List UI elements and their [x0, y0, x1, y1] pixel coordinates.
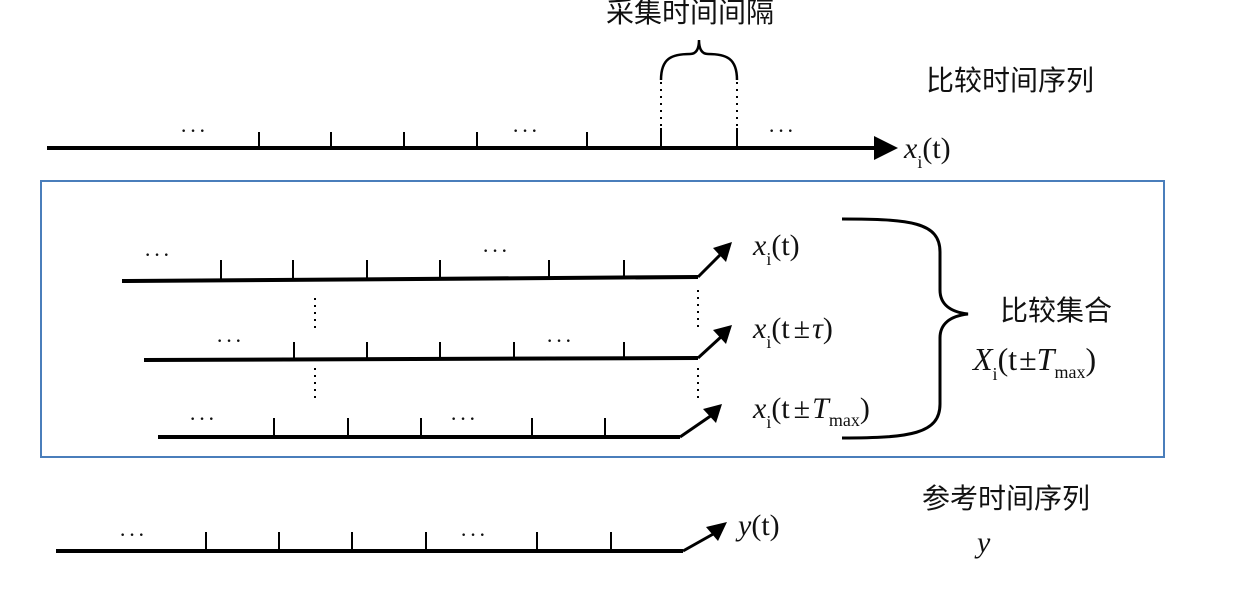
- comparison-set-brace: [841, 217, 969, 440]
- row1-ellipsis: ···: [482, 238, 510, 263]
- row3-ellipsis: ···: [189, 406, 217, 431]
- top-time-axis: ··· ··· ···: [47, 118, 898, 160]
- row1-arrow-shaft: [696, 251, 724, 279]
- row1-label: xi(t): [752, 229, 800, 269]
- row2-label: xi(t ±τ): [752, 312, 833, 352]
- row3-ellipsis: ···: [450, 406, 478, 431]
- row1-axis-line: [121, 275, 699, 283]
- reference-series-label: 参考时间序列: [922, 482, 1090, 515]
- row3-label: xi(t ±Tmax): [752, 392, 870, 432]
- bottom-ellipsis: ···: [460, 522, 488, 547]
- acquisition-interval-brace: [659, 39, 739, 81]
- compare-set-label: 比较集合: [1000, 294, 1112, 327]
- row1-arrowhead: [713, 242, 732, 262]
- shifted-series-row-3: ··· ···: [158, 404, 722, 439]
- comparison-set-box: [40, 180, 1165, 458]
- row2-axis-line: [143, 356, 699, 362]
- bottom-ellipsis: ···: [119, 522, 147, 547]
- shifted-series-row-2: ··· ···: [143, 325, 732, 362]
- row3-arrow-shaft: [679, 413, 713, 439]
- top-axis-arrowhead: [874, 136, 898, 160]
- bottom-axis-label: y(t): [735, 509, 780, 542]
- top-axis-label: xi(t): [903, 132, 951, 172]
- row2-arrow-shaft: [696, 334, 724, 360]
- row1-ellipsis: ···: [144, 242, 172, 267]
- compare-series-label: 比较时间序列: [926, 64, 1094, 97]
- reference-time-axis: ··· ···: [56, 522, 727, 553]
- row2-arrowhead: [713, 325, 732, 344]
- bottom-arrow-shaft: [682, 531, 716, 553]
- top-ellipsis: ···: [180, 118, 208, 143]
- shifted-series-row-1: ··· ···: [121, 238, 732, 283]
- acquisition-interval-label: 采集时间间隔: [606, 0, 774, 29]
- compare-set-symbol: Xi(t±Tmax): [971, 341, 1096, 384]
- row2-ellipsis: ···: [546, 328, 574, 353]
- row3-arrowhead: [703, 404, 722, 423]
- top-ellipsis: ···: [768, 118, 796, 143]
- reference-symbol: y: [974, 526, 991, 559]
- top-ellipsis: ···: [512, 118, 540, 143]
- bottom-arrowhead: [706, 522, 727, 541]
- row2-ellipsis: ···: [216, 328, 244, 353]
